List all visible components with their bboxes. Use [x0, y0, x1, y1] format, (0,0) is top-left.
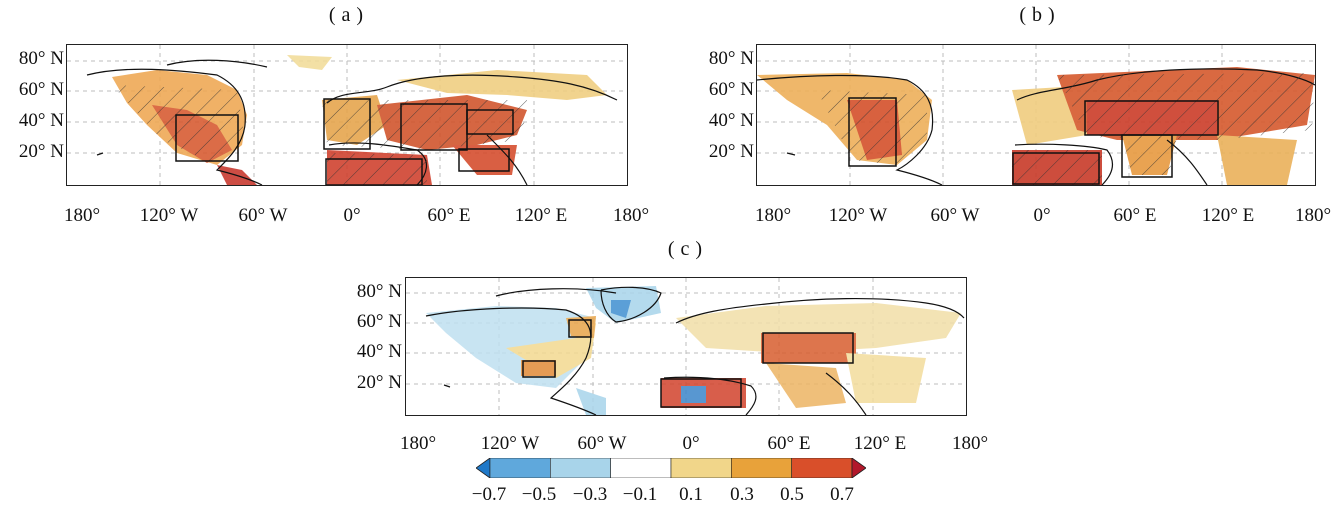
map-panel-c: [405, 277, 967, 416]
lon-tick-180w-c: 180°: [399, 433, 437, 454]
map-panel-b: [756, 44, 1316, 186]
lon-tick-120w-b: 120° W: [828, 205, 888, 226]
lon-tick-60e-a: 60° E: [427, 205, 471, 226]
lat-tick-80-c: 80° N: [356, 281, 402, 302]
colorbar-svg: [476, 458, 866, 478]
panel-title-b: (b): [1019, 4, 1061, 26]
map-svg-a: [67, 45, 627, 185]
colorbar-segment: [489, 458, 551, 478]
colorbar-label-1: −0.5: [521, 484, 557, 505]
lat-tick-40-b: 40° N: [708, 110, 754, 131]
lon-tick-180w-b: 180°: [754, 205, 792, 226]
lat-tick-20-b: 20° N: [708, 141, 754, 162]
colorbar-label-6: 0.5: [780, 484, 804, 505]
colorbar-segment: [731, 458, 792, 478]
lat-tick-60-b: 60° N: [708, 79, 754, 100]
lat-tick-60-c: 60° N: [356, 311, 402, 332]
colorbar-label-2: −0.3: [572, 484, 608, 505]
colorbar-label-7: 0.7: [830, 484, 854, 505]
colorbar-segment: [670, 458, 732, 478]
lat-tick-20-a: 20° N: [18, 141, 64, 162]
lon-tick-0-c: 0°: [682, 433, 700, 454]
lon-tick-180e-b: 180°: [1294, 205, 1332, 226]
colorbar-label-3: −0.1: [622, 484, 658, 505]
lat-tick-80-a: 80° N: [18, 48, 64, 69]
panel-title-c: (c): [667, 238, 709, 260]
lat-tick-40-c: 40° N: [356, 341, 402, 362]
lon-tick-60e-c: 60° E: [767, 433, 811, 454]
colorbar: [476, 458, 866, 478]
lat-tick-20-c: 20° N: [356, 372, 402, 393]
lon-tick-60e-b: 60° E: [1113, 205, 1157, 226]
colorbar-segment: [791, 458, 853, 478]
lon-tick-180e-c: 180°: [951, 433, 989, 454]
lon-tick-60w-c: 60° W: [577, 433, 627, 454]
colorbar-segment: [550, 458, 611, 478]
map-panel-a: [66, 44, 628, 186]
lat-tick-40-a: 40° N: [18, 110, 64, 131]
lon-tick-120w-c: 120° W: [480, 433, 540, 454]
lon-tick-120e-c: 120° E: [853, 433, 907, 454]
colorbar-segment: [610, 458, 672, 478]
map-svg-c: [406, 278, 966, 415]
lon-tick-120e-b: 120° E: [1201, 205, 1255, 226]
colorbar-label-4: 0.1: [679, 484, 703, 505]
colorbar-label-5: 0.3: [730, 484, 754, 505]
colorbar-label-0: −0.7: [471, 484, 507, 505]
colorbar-arrow-right: [851, 458, 866, 478]
lon-tick-180e-a: 180°: [612, 205, 650, 226]
lon-tick-0-b: 0°: [1033, 205, 1051, 226]
lon-tick-0-a: 0°: [343, 205, 361, 226]
lon-tick-120w-a: 120° W: [139, 205, 199, 226]
lat-tick-80-b: 80° N: [708, 48, 754, 69]
lon-tick-60w-a: 60° W: [238, 205, 288, 226]
lon-tick-60w-b: 60° W: [930, 205, 980, 226]
colorbar-arrow-left: [476, 458, 491, 478]
lon-tick-180w-a: 180°: [63, 205, 101, 226]
lon-tick-120e-a: 120° E: [514, 205, 568, 226]
map-svg-b: [757, 45, 1315, 185]
lat-tick-60-a: 60° N: [18, 79, 64, 100]
panel-title-a: (a): [328, 4, 370, 26]
